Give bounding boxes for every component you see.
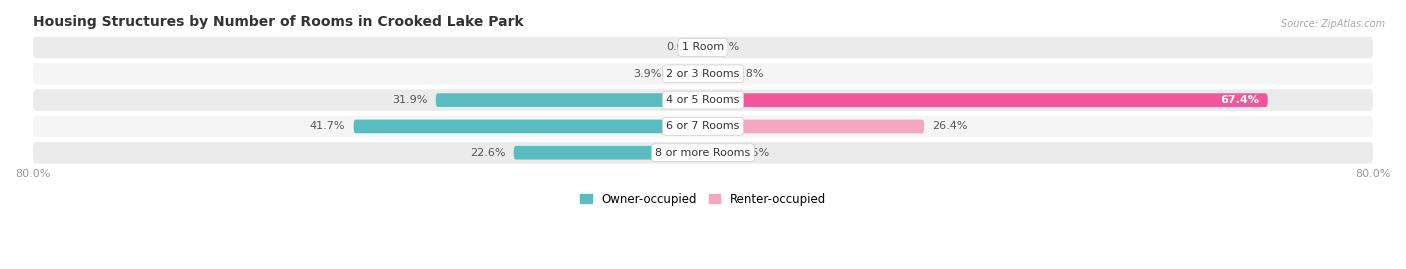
Text: 0.0%: 0.0% bbox=[711, 43, 740, 52]
Text: 4 or 5 Rooms: 4 or 5 Rooms bbox=[666, 95, 740, 105]
FancyBboxPatch shape bbox=[32, 37, 1374, 58]
Text: 67.4%: 67.4% bbox=[1220, 95, 1260, 105]
FancyBboxPatch shape bbox=[32, 142, 1374, 164]
FancyBboxPatch shape bbox=[703, 67, 727, 81]
FancyBboxPatch shape bbox=[32, 63, 1374, 84]
Text: 41.7%: 41.7% bbox=[309, 121, 346, 132]
Text: 6 or 7 Rooms: 6 or 7 Rooms bbox=[666, 121, 740, 132]
Text: 2 or 3 Rooms: 2 or 3 Rooms bbox=[666, 69, 740, 79]
Text: 3.5%: 3.5% bbox=[741, 148, 769, 158]
FancyBboxPatch shape bbox=[32, 89, 1374, 111]
FancyBboxPatch shape bbox=[703, 146, 733, 160]
Text: 8 or more Rooms: 8 or more Rooms bbox=[655, 148, 751, 158]
Text: 1 Room: 1 Room bbox=[682, 43, 724, 52]
Text: Source: ZipAtlas.com: Source: ZipAtlas.com bbox=[1281, 19, 1385, 29]
Text: 3.9%: 3.9% bbox=[634, 69, 662, 79]
Text: 22.6%: 22.6% bbox=[470, 148, 505, 158]
FancyBboxPatch shape bbox=[513, 146, 703, 160]
FancyBboxPatch shape bbox=[436, 93, 703, 107]
FancyBboxPatch shape bbox=[703, 93, 1268, 107]
FancyBboxPatch shape bbox=[353, 120, 703, 133]
Text: 2.8%: 2.8% bbox=[735, 69, 763, 79]
FancyBboxPatch shape bbox=[32, 116, 1374, 137]
FancyBboxPatch shape bbox=[703, 120, 924, 133]
Legend: Owner-occupied, Renter-occupied: Owner-occupied, Renter-occupied bbox=[579, 193, 827, 206]
Text: Housing Structures by Number of Rooms in Crooked Lake Park: Housing Structures by Number of Rooms in… bbox=[32, 15, 523, 29]
FancyBboxPatch shape bbox=[671, 67, 703, 81]
Text: 31.9%: 31.9% bbox=[392, 95, 427, 105]
Text: 0.0%: 0.0% bbox=[666, 43, 695, 52]
Text: 26.4%: 26.4% bbox=[932, 121, 969, 132]
